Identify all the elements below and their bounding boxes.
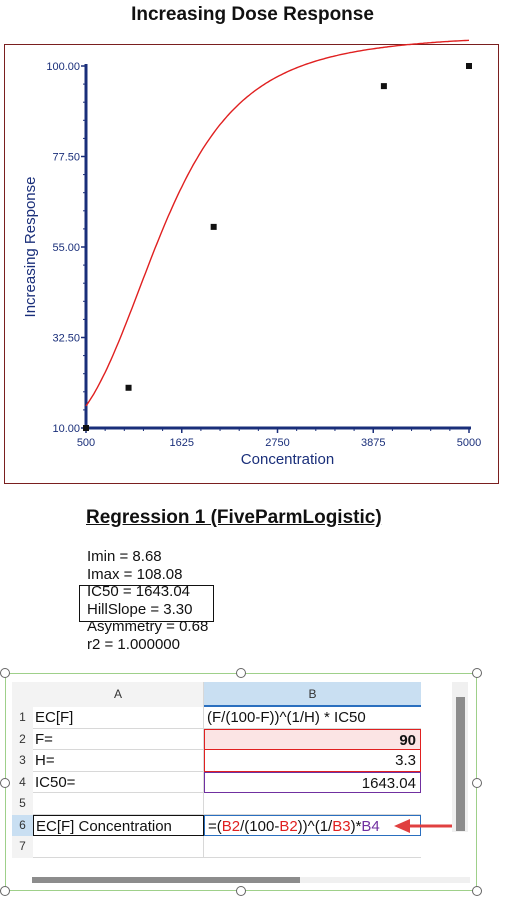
row-header-1[interactable]: 1 — [12, 707, 33, 729]
y-tick-label: 100.00 — [46, 61, 80, 73]
formula-part: ))^(1/ — [297, 817, 333, 835]
cell-b7[interactable] — [204, 836, 421, 858]
resize-handle-tl[interactable] — [0, 668, 10, 678]
cell-b2[interactable]: 90 — [204, 728, 421, 750]
resize-handle-tr[interactable] — [472, 668, 482, 678]
cell-a1[interactable]: EC[F] — [33, 707, 204, 729]
chart-frame — [4, 44, 499, 484]
row-header-7[interactable]: 7 — [12, 836, 33, 858]
formula-part: /(100- — [240, 817, 280, 835]
horizontal-scroll-thumb[interactable] — [32, 877, 300, 883]
cell-b3[interactable]: 3.3 — [204, 750, 421, 772]
resize-handle-ml[interactable] — [0, 778, 10, 788]
dose-response-chart: 100.00 77.50 55.00 32.50 10.00 500 1625 2750 387… — [22, 39, 481, 468]
row-header-2[interactable]: 2 — [12, 728, 33, 750]
stat-ic50: IC50 = 1643.04 — [87, 583, 191, 600]
regression-title: Regression 1 (FiveParmLogistic) — [86, 507, 382, 528]
cell-b6-formula[interactable]: =(B2/(100-B2))^(1/B3)*B4 — [204, 814, 421, 836]
cell-a3[interactable]: H= — [33, 750, 204, 772]
stat-imax: Imax = 108.08 — [87, 565, 183, 583]
cell-a5[interactable] — [33, 793, 204, 815]
y-tick-label: 55.00 — [52, 242, 80, 254]
formula-part: B2 — [279, 817, 298, 835]
y-axis-label: Increasing Response — [22, 177, 39, 318]
data-point-3 — [210, 223, 217, 230]
cell-a7[interactable] — [33, 836, 204, 858]
y-tick-label: 10.00 — [52, 423, 80, 435]
formula-part: B4 — [361, 817, 380, 835]
vertical-scroll-thumb[interactable] — [456, 697, 465, 831]
formula-part: B2 — [221, 817, 241, 835]
formula-part: )* — [350, 817, 362, 835]
resize-handle-br[interactable] — [472, 886, 482, 896]
cell-a2[interactable]: F= — [33, 728, 204, 750]
data-point-2 — [125, 384, 132, 391]
corner-header — [12, 682, 33, 707]
formula-part: B3 — [332, 817, 351, 835]
cell-a4[interactable]: IC50= — [33, 771, 204, 793]
data-point-5 — [466, 63, 472, 69]
cell-b4[interactable]: 1643.04 — [204, 771, 421, 793]
column-header-a[interactable]: A — [33, 682, 204, 707]
x-tick-label: 1625 — [170, 437, 194, 449]
regression-stats: Imin = 8.68 Imax = 108.08 IC50 = 1643.04… — [87, 548, 208, 653]
stat-imin: Imin = 8.68 — [87, 548, 162, 565]
x-tick-label: 2750 — [265, 437, 289, 449]
row-header-4[interactable]: 4 — [12, 771, 33, 793]
stat-hillslope: HillSlope = 3.30 — [87, 600, 193, 618]
row-header-5[interactable]: 5 — [12, 793, 33, 815]
y-tick-label: 77.50 — [52, 152, 80, 164]
data-point-1 — [83, 425, 89, 431]
x-axis-label: Concentration — [241, 451, 334, 468]
resize-handle-mr[interactable] — [472, 778, 482, 788]
row-header-3[interactable]: 3 — [12, 750, 33, 772]
cell-b5[interactable] — [204, 793, 421, 815]
y-tick-label: 32.50 — [52, 333, 80, 345]
chart-title: Increasing Dose Response — [131, 4, 374, 25]
row-header-6[interactable]: 6 — [12, 814, 33, 836]
x-tick-label: 3875 — [361, 437, 385, 449]
resize-handle-bl[interactable] — [0, 886, 10, 896]
column-header-b[interactable]: B — [204, 682, 421, 707]
cell-a6[interactable]: EC[F] Concentration — [33, 814, 204, 836]
resize-handle-tm[interactable] — [236, 668, 246, 678]
highlight-box — [79, 585, 214, 622]
formula-part: =( — [208, 817, 222, 835]
x-tick-label: 500 — [77, 437, 95, 449]
resize-handle-bm[interactable] — [236, 886, 246, 896]
cell-b1[interactable]: (F/(100-F))^(1/H) * IC50 — [204, 707, 421, 729]
x-tick-label: 5000 — [457, 437, 481, 449]
fit-curve — [85, 39, 470, 407]
stat-asymmetry: Asymmetry = 0.68 — [87, 618, 209, 635]
stat-r2: r2 = 1.000000 — [87, 635, 180, 653]
data-point-4 — [380, 83, 387, 90]
